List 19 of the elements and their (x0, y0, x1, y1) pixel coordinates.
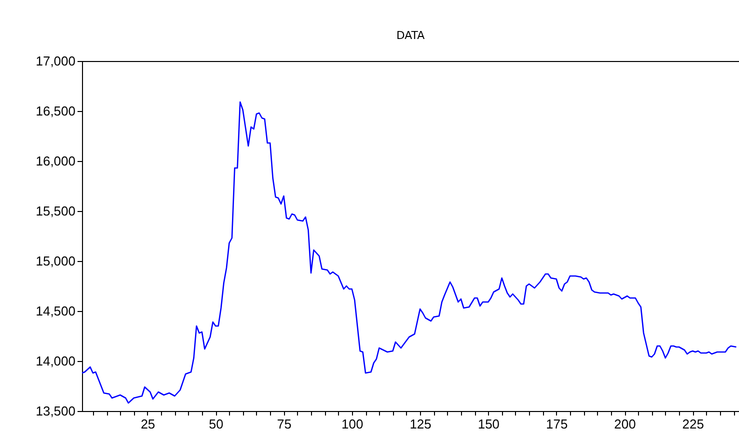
y-tick-label: 15,000 (36, 254, 76, 268)
x-tick-label: 200 (614, 416, 636, 432)
x-tick-label: 150 (478, 416, 500, 432)
x-tick-label: 50 (208, 416, 224, 432)
chart-title: DATA (396, 29, 426, 42)
y-tick-label: 15,500 (36, 204, 76, 218)
y-tick-label: 17,000 (36, 54, 76, 68)
x-tick-label: 100 (342, 416, 364, 432)
x-tick-label: 225 (682, 416, 704, 432)
x-tick-label: 75 (277, 416, 292, 432)
y-tick-label: 16,500 (36, 104, 76, 118)
y-tick-label: 14,000 (36, 354, 76, 368)
x-tick-label: 125 (410, 416, 432, 432)
line-series (82, 101, 737, 404)
y-tick-label: 16,000 (36, 154, 76, 168)
x-tick-label: 175 (546, 416, 568, 432)
y-tick-label: 13,500 (36, 404, 76, 418)
y-tick-label: 14,500 (36, 304, 76, 318)
x-tick-label: 25 (140, 416, 156, 432)
